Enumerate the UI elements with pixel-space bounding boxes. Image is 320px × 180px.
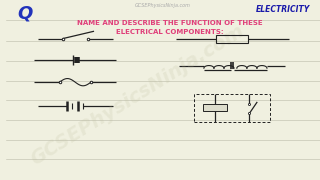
Text: GCSEPhysicsNinja.com: GCSEPhysicsNinja.com xyxy=(28,21,248,169)
Bar xyxy=(216,35,248,43)
Bar xyxy=(203,104,227,111)
Text: ELECTRICITY: ELECTRICITY xyxy=(256,5,311,14)
Text: NAME AND DESCRIBE THE FUNCTION OF THESE
ELECTRICAL COMPONENTS:: NAME AND DESCRIBE THE FUNCTION OF THESE … xyxy=(76,20,262,35)
Text: Q: Q xyxy=(17,5,32,23)
Text: GCSEPhysicsNinja.com: GCSEPhysicsNinja.com xyxy=(135,3,191,8)
Bar xyxy=(195,94,270,122)
